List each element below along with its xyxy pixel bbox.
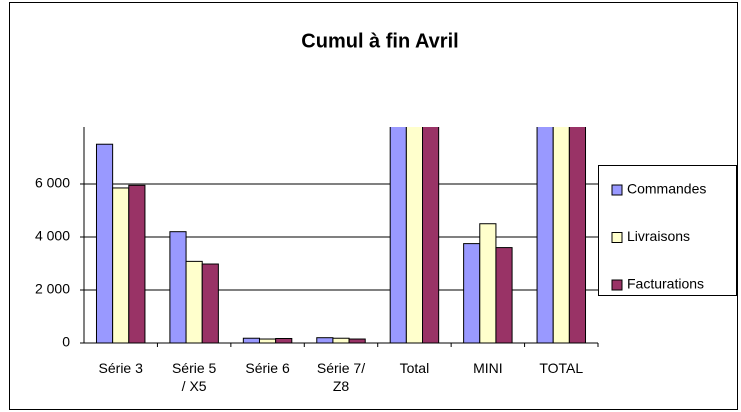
plot-bars	[95, 127, 587, 344]
bar	[185, 260, 203, 344]
y-tick-label: 2 000	[35, 281, 70, 297]
x-tick-label: Total	[399, 360, 430, 376]
bar	[479, 223, 497, 344]
bar	[258, 338, 277, 344]
legend-label: Livraisons	[627, 228, 690, 244]
x-tick-label: Série 6	[245, 360, 290, 376]
bar	[242, 337, 260, 344]
bar	[169, 231, 187, 344]
legend-swatch	[611, 279, 623, 291]
bar	[463, 243, 481, 344]
bar	[112, 187, 130, 344]
y-tick-label: 6 000	[35, 175, 70, 191]
bar	[405, 127, 424, 344]
x-tick-label: MINI	[473, 360, 503, 376]
x-tick-label: Série 3	[98, 360, 143, 376]
bar	[348, 338, 366, 344]
bar	[422, 127, 440, 344]
y-tick-label: 4 000	[35, 228, 70, 244]
legend-swatch	[611, 232, 623, 243]
x-tick-label: Série 5 / X5	[171, 360, 217, 394]
bar	[495, 247, 513, 344]
x-tick-label: TOTAL	[539, 360, 584, 376]
y-tick-label: 0	[62, 334, 70, 350]
legend-label: Facturations	[627, 276, 704, 292]
bar	[95, 143, 114, 344]
bar	[128, 184, 146, 344]
x-tick-label: Série 7/ Z8	[316, 360, 366, 394]
legend-swatch	[611, 184, 623, 196]
chart-title: Cumul à fin Avril	[301, 30, 458, 52]
bar	[316, 337, 334, 344]
legend-label: Commandes	[627, 181, 706, 197]
bar	[275, 337, 293, 344]
bar	[332, 337, 350, 344]
bar	[201, 263, 219, 344]
